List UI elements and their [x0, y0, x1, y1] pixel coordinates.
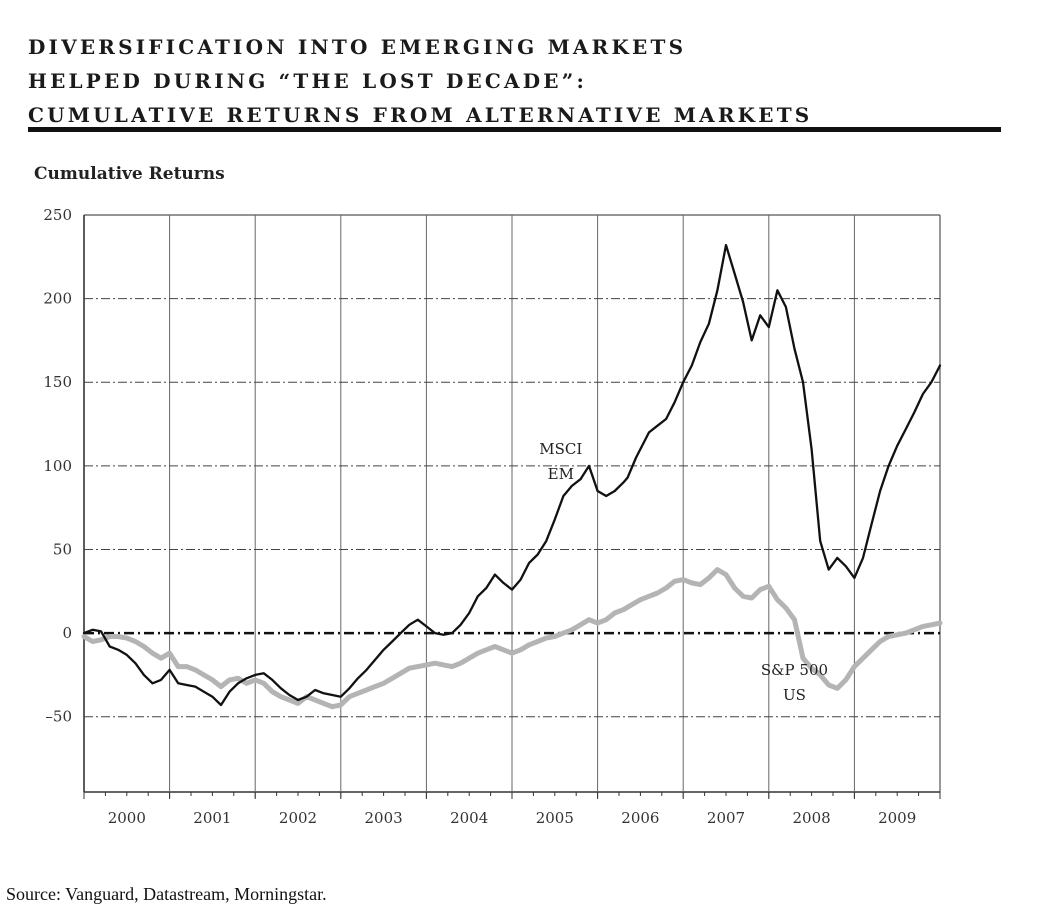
series-line-sp500	[81, 567, 943, 710]
chart-title: DIVERSIFICATION INTO EMERGING MARKETS HE…	[28, 30, 1003, 132]
y-tick-labels: 250 200 150 100 50 0 –50	[43, 206, 72, 726]
x-tick-label: 2005	[536, 809, 574, 827]
annotation-text: MSCI	[539, 440, 582, 458]
annotation-layer: MSCI EM S&P 500 US	[539, 440, 828, 704]
x-tick-label: 2003	[365, 809, 403, 827]
x-tick-label: 2002	[279, 809, 317, 827]
y-tick-label: 250	[43, 206, 72, 224]
title-rule	[28, 127, 1001, 132]
x-tick-label: 2006	[621, 809, 659, 827]
series-layer	[81, 243, 943, 710]
y-axis-label: Cumulative Returns	[34, 164, 225, 184]
title-line-3: CUMULATIVE RETURNS FROM ALTERNATIVE MARK…	[28, 103, 813, 127]
y-tick-label: 150	[43, 373, 72, 391]
grid-layer	[83, 214, 941, 799]
y-tick-label: 100	[43, 457, 72, 475]
x-tick-label: 2000	[108, 809, 146, 827]
series-annotation: MSCI EM	[539, 440, 582, 483]
x-tick-label: 2004	[450, 809, 488, 827]
series-line-msci-em	[82, 243, 942, 707]
series-annotation: S&P 500 US	[761, 661, 828, 704]
x-tick-label: 2007	[707, 809, 745, 827]
source-note: Source: Vanguard, Datastream, Morningsta…	[6, 884, 327, 904]
y-tick-label: 0	[62, 624, 72, 642]
title-line-2: HELPED DURING “THE LOST DECADE”:	[28, 69, 588, 93]
y-tick-label: 200	[43, 290, 72, 308]
title-line-1: DIVERSIFICATION INTO EMERGING MARKETS	[28, 35, 687, 59]
x-tick-label: 2009	[878, 809, 916, 827]
x-tick-labels: 2000 2001 2002 2003 2004 2005 2006 2007 2008 2009	[108, 809, 917, 827]
x-tick-label: 2001	[193, 809, 231, 827]
x-tick-label: 2008	[793, 809, 831, 827]
annotation-text: EM	[548, 465, 574, 483]
y-tick-label: –50	[45, 708, 72, 726]
annotation-text: S&P 500	[761, 661, 828, 679]
y-tick-label: 50	[53, 540, 72, 558]
annotation-text: US	[783, 686, 806, 704]
